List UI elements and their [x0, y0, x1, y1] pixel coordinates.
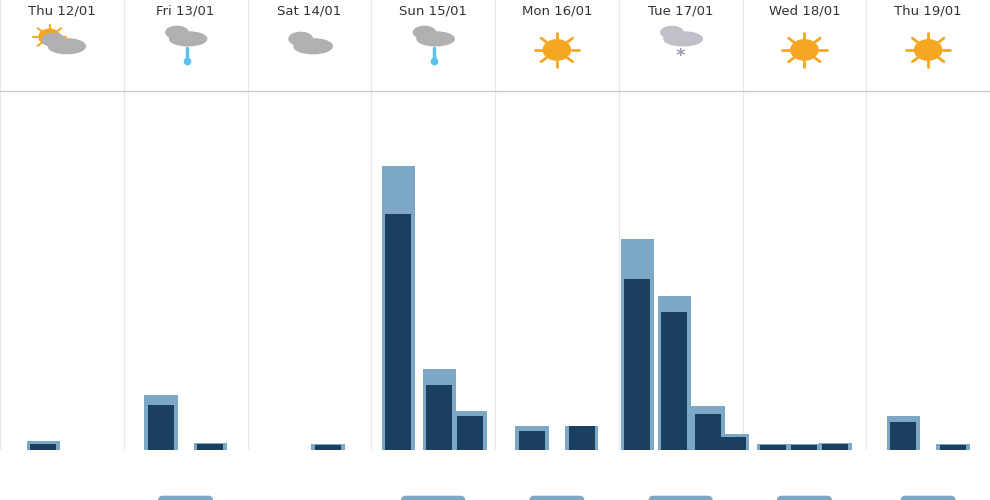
Ellipse shape — [661, 26, 683, 38]
Bar — [453, 411, 487, 450]
Bar — [760, 446, 786, 450]
Bar — [457, 416, 483, 450]
Bar — [565, 426, 598, 450]
Text: Fri 13/01: Fri 13/01 — [156, 4, 215, 18]
Bar — [197, 444, 224, 450]
Ellipse shape — [49, 39, 85, 54]
Ellipse shape — [417, 32, 454, 46]
Text: Sun 15/01: Sun 15/01 — [399, 4, 467, 18]
Bar — [937, 444, 969, 450]
Bar — [423, 369, 456, 450]
Bar — [940, 446, 966, 450]
Text: Mon 16/01: Mon 16/01 — [522, 4, 592, 18]
Ellipse shape — [289, 32, 313, 46]
Bar — [823, 444, 848, 450]
Circle shape — [915, 40, 941, 60]
Bar — [695, 414, 721, 450]
Bar — [625, 280, 650, 450]
Text: *: * — [676, 48, 685, 66]
Ellipse shape — [664, 32, 702, 46]
Bar — [385, 214, 412, 450]
Bar — [720, 437, 745, 450]
Text: Wed 18/01: Wed 18/01 — [768, 4, 841, 18]
Bar — [887, 416, 920, 450]
Bar — [568, 426, 595, 450]
Text: Thu 12/01: Thu 12/01 — [28, 4, 96, 18]
Bar — [661, 312, 687, 450]
Ellipse shape — [42, 34, 64, 46]
Circle shape — [39, 29, 60, 45]
Circle shape — [544, 40, 570, 60]
Ellipse shape — [165, 26, 188, 38]
Ellipse shape — [414, 26, 436, 38]
Bar — [27, 441, 60, 450]
Ellipse shape — [294, 39, 333, 54]
Bar — [519, 430, 545, 450]
Text: Thu 19/01: Thu 19/01 — [894, 4, 962, 18]
Circle shape — [791, 40, 818, 60]
Bar — [657, 296, 691, 450]
Bar — [756, 444, 790, 450]
Bar — [516, 426, 548, 450]
Bar — [788, 444, 821, 450]
Bar — [691, 406, 725, 450]
Bar — [145, 395, 177, 450]
Text: Tue 17/01: Tue 17/01 — [647, 4, 714, 18]
Ellipse shape — [169, 32, 207, 46]
Bar — [315, 446, 341, 450]
Bar — [890, 422, 917, 450]
Text: Sat 14/01: Sat 14/01 — [277, 4, 342, 18]
Bar — [819, 442, 852, 450]
Bar — [382, 166, 415, 450]
Bar — [621, 239, 654, 450]
Bar — [194, 442, 227, 450]
Bar — [311, 444, 345, 450]
Bar — [427, 385, 452, 450]
Bar — [716, 434, 749, 450]
Bar — [791, 446, 818, 450]
Bar — [148, 404, 174, 450]
Bar — [31, 444, 56, 450]
